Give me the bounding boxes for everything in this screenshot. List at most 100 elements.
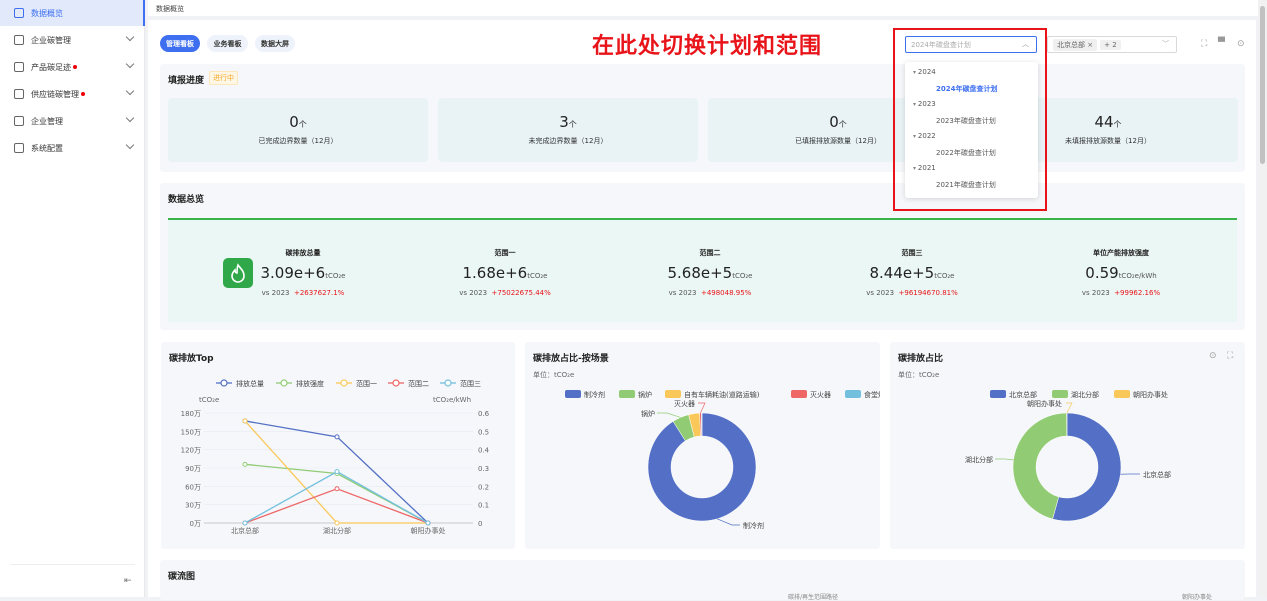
legend-swatch: [619, 390, 635, 398]
y-right-tick-label: 0.4: [478, 447, 490, 455]
sidebar-item-0[interactable]: 数据概览: [0, 0, 145, 26]
sidebar-item-label: 数据概览: [31, 8, 63, 19]
data-point: [243, 521, 247, 525]
metric-value: 1.68e+6tCO₂e: [425, 264, 585, 282]
legend-marker: [221, 380, 227, 386]
label-leader: [698, 403, 705, 413]
metric-compare: vs 2023 +2637627.1%: [223, 289, 383, 297]
data-point: [335, 435, 339, 439]
fullscreen-icon[interactable]: ⛶: [1201, 39, 1207, 49]
slice-label: 朝阳办事处: [1027, 399, 1062, 408]
data-point: [335, 521, 339, 525]
metric-compare: vs 2023 +75022675.44%: [425, 289, 585, 297]
change-value: +99962.16%: [1114, 289, 1160, 297]
unit: tCO₂e: [732, 272, 752, 280]
progress-value: 0个: [168, 113, 428, 131]
sidebar-item-label: 系统配置: [31, 143, 63, 154]
x-tick-label: 朝阳办事处: [411, 526, 446, 535]
data-point: [335, 470, 339, 474]
metric-value: 5.68e+5tCO₂e: [630, 264, 790, 282]
chevron-down-icon: [126, 60, 134, 68]
label-leader: [995, 459, 1013, 460]
progress-label: 已完成边界数量（12月）: [168, 136, 428, 146]
legend-label: 范围一: [356, 379, 377, 388]
legend-label: 排放总量: [236, 379, 264, 388]
legend-marker: [341, 380, 347, 386]
status-badge: 进行中: [209, 71, 238, 85]
sidebar: 数据概览企业碳管理产品碳足迹供应链碳管理企业管理系统配置 ⇤: [0, 0, 145, 597]
compare-label: vs 2023: [866, 289, 894, 297]
compare-label: vs 2023: [459, 289, 487, 297]
sidebar-item-5[interactable]: 系统配置: [0, 135, 145, 161]
y-tick-label: 30万: [185, 502, 201, 510]
chevron-down-icon: [126, 141, 134, 149]
org-donut-chart: 北京总部湖北分部朝阳办事处北京总部湖北分部朝阳办事处: [890, 342, 1245, 549]
dashboard-icon: [14, 8, 24, 18]
y-right-axis-label: tCO₂e/kWh: [433, 396, 471, 404]
y-right-tick-label: 0: [478, 520, 482, 528]
data-point: [243, 462, 247, 466]
data-point: [335, 487, 339, 491]
value: 0.59: [1085, 264, 1118, 282]
org-pie-panel: 碳排放占比 单位：tCO₂e ⊙ ⛶ 北京总部湖北分部朝阳办事处北京总部湖北分部…: [890, 342, 1245, 549]
metric-value: 3.09e+6tCO₂e: [223, 264, 383, 282]
sidebar-item-label: 产品碳足迹: [31, 62, 71, 73]
monitor-icon[interactable]: ▀: [1218, 38, 1225, 48]
metric-value: 0.59tCO₂e/kWh: [1041, 264, 1201, 282]
value: 3: [559, 113, 569, 131]
donut-slice: [701, 413, 702, 436]
progress-card: 0个已完成边界数量（12月）: [168, 98, 428, 162]
legend-swatch: [845, 390, 861, 398]
change-value: +96194670.81%: [899, 289, 958, 297]
legend-label: 灭火器: [810, 391, 831, 399]
legend-swatch: [565, 390, 581, 398]
chevron-down-icon: ﹀: [1162, 39, 1169, 49]
sidebar-item-4[interactable]: 企业管理: [0, 108, 145, 134]
settings-window-icon: [14, 143, 24, 153]
legend-swatch: [665, 390, 681, 398]
building-icon: [14, 116, 24, 126]
tab-big-screen[interactable]: 数据大屏: [255, 35, 295, 52]
scope-select[interactable]: 北京总部 × + 2 ﹀: [1047, 36, 1177, 53]
y-right-tick-label: 0.1: [478, 502, 489, 510]
progress-panel: 填报进度 进行中 0个已完成边界数量（12月）3个未完成边界数量（12月）0个已…: [160, 64, 1245, 172]
slice-label: 北京总部: [1143, 470, 1171, 479]
metric-compare: vs 2023 +96194670.81%: [832, 289, 992, 297]
collapse-menu-icon[interactable]: ⇤: [124, 576, 132, 586]
sidebar-item-label: 企业管理: [31, 116, 63, 127]
value: 5.68e+5: [667, 264, 732, 282]
legend-label: 朝阳办事处: [1133, 390, 1168, 399]
value: 0: [829, 113, 839, 131]
progress-card: 3个未完成边界数量（12月）: [438, 98, 698, 162]
compare-label: vs 2023: [1082, 289, 1110, 297]
factory-icon: [14, 35, 24, 45]
chevron-down-icon: [126, 114, 134, 122]
scrollbar-thumb[interactable]: [1260, 6, 1265, 164]
box-icon: [14, 62, 24, 72]
unit: 个: [299, 120, 307, 129]
metric-value: 8.44e+5tCO₂e: [832, 264, 992, 282]
divider: [10, 564, 135, 565]
tab-management[interactable]: 管理看板: [160, 35, 200, 52]
data-point: [243, 419, 247, 423]
tab-business[interactable]: 业务看板: [207, 35, 248, 52]
legend-swatch: [1114, 390, 1130, 398]
y-tick-label: 0万: [190, 520, 201, 528]
data-point: [426, 521, 430, 525]
series-line-范围二: [245, 489, 428, 523]
close-icon[interactable]: ×: [1087, 41, 1093, 49]
unit: 个: [1114, 120, 1122, 129]
notification-dot: [73, 65, 77, 69]
sidebar-item-1[interactable]: 企业碳管理: [0, 27, 145, 53]
settings-icon[interactable]: ⊙: [1237, 39, 1245, 49]
sidebar-item-3[interactable]: 供应链碳管理: [0, 81, 145, 107]
sidebar-item-2[interactable]: 产品碳足迹: [0, 54, 145, 80]
metric-compare: vs 2023 +99962.16%: [1041, 289, 1201, 297]
legend-marker: [445, 380, 451, 386]
